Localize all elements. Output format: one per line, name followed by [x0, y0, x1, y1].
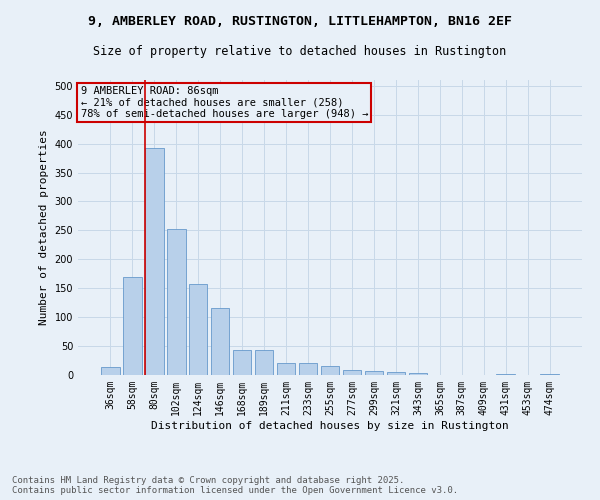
- X-axis label: Distribution of detached houses by size in Rustington: Distribution of detached houses by size …: [151, 420, 509, 430]
- Bar: [386, 372, 405, 375]
- Bar: [123, 276, 142, 375]
- Bar: [255, 350, 274, 375]
- Bar: [167, 229, 185, 375]
- Bar: [277, 364, 295, 375]
- Bar: [189, 284, 208, 375]
- Text: 9 AMBERLEY ROAD: 86sqm
← 21% of detached houses are smaller (258)
78% of semi-de: 9 AMBERLEY ROAD: 86sqm ← 21% of detached…: [80, 86, 368, 119]
- Y-axis label: Number of detached properties: Number of detached properties: [39, 130, 49, 326]
- Bar: [365, 371, 383, 375]
- Bar: [211, 308, 229, 375]
- Bar: [233, 350, 251, 375]
- Text: Size of property relative to detached houses in Rustington: Size of property relative to detached ho…: [94, 45, 506, 58]
- Text: 9, AMBERLEY ROAD, RUSTINGTON, LITTLEHAMPTON, BN16 2EF: 9, AMBERLEY ROAD, RUSTINGTON, LITTLEHAMP…: [88, 15, 512, 28]
- Bar: [145, 148, 164, 375]
- Bar: [496, 374, 515, 375]
- Bar: [409, 374, 427, 375]
- Bar: [299, 364, 317, 375]
- Bar: [541, 374, 559, 375]
- Bar: [343, 370, 361, 375]
- Bar: [101, 368, 119, 375]
- Bar: [320, 366, 340, 375]
- Text: Contains HM Land Registry data © Crown copyright and database right 2025.
Contai: Contains HM Land Registry data © Crown c…: [12, 476, 458, 495]
